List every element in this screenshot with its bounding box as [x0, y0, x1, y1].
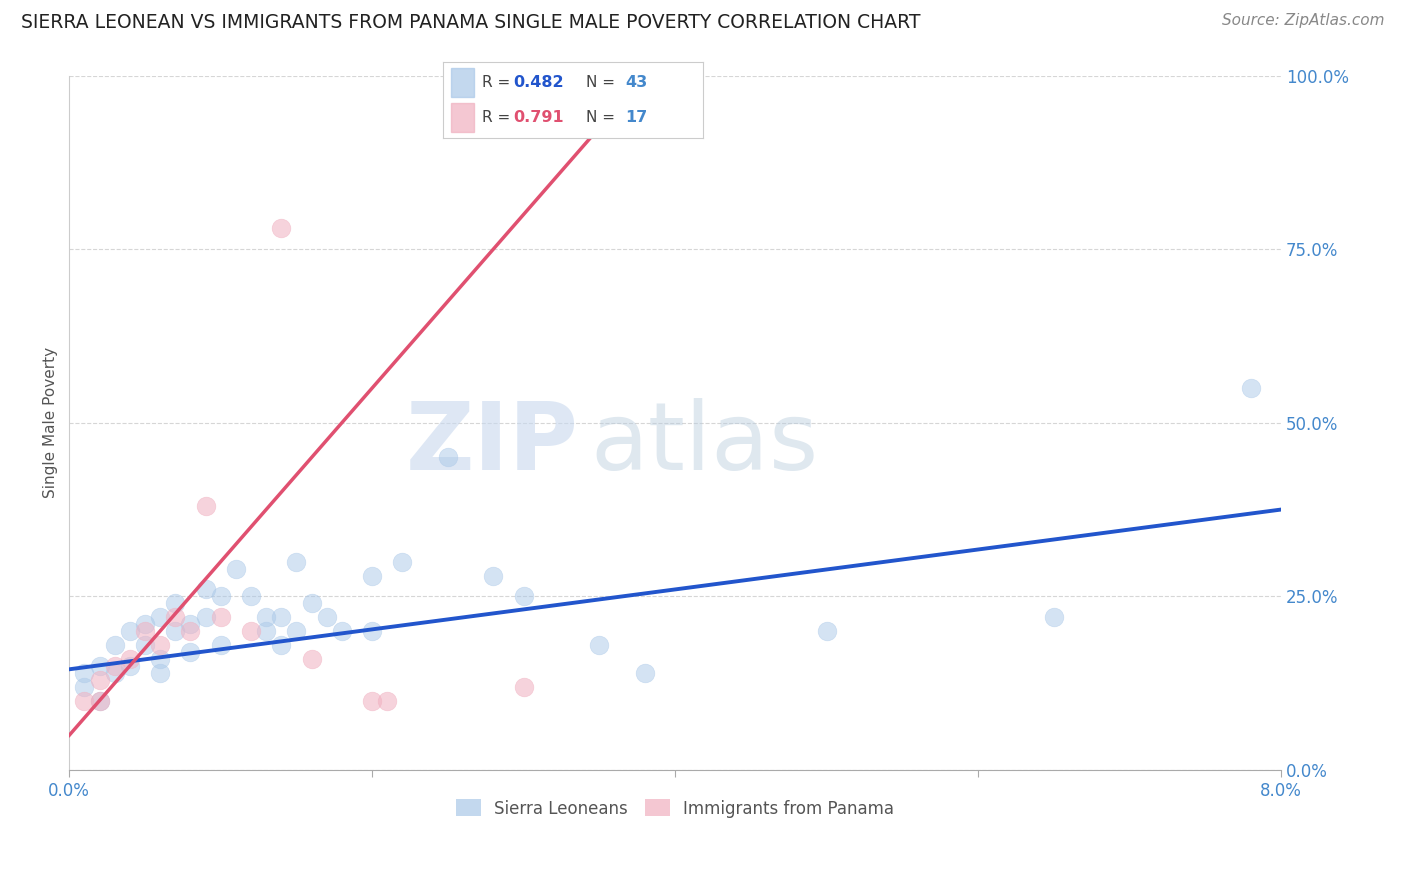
Text: N =: N = [586, 111, 614, 125]
Point [209, 610, 232, 624]
Point [73, 680, 96, 694]
Point [1042, 610, 1064, 624]
Point [301, 652, 323, 666]
Point [361, 568, 384, 582]
Point [149, 638, 172, 652]
Point [134, 617, 156, 632]
Point [194, 610, 217, 624]
Point [254, 624, 277, 639]
Point [89, 693, 111, 707]
Point [165, 596, 187, 610]
Text: 0.482: 0.482 [513, 75, 564, 90]
Text: R =: R = [482, 75, 520, 90]
Point [209, 638, 232, 652]
Point [437, 450, 460, 465]
Text: 17: 17 [624, 111, 647, 125]
Point [375, 693, 398, 707]
Point [179, 624, 201, 639]
Point [149, 652, 172, 666]
Point [391, 555, 413, 569]
Point [179, 617, 201, 632]
Point [285, 624, 308, 639]
Point [73, 693, 96, 707]
Point [104, 658, 127, 673]
Point [512, 590, 534, 604]
Text: SIERRA LEONEAN VS IMMIGRANTS FROM PANAMA SINGLE MALE POVERTY CORRELATION CHART: SIERRA LEONEAN VS IMMIGRANTS FROM PANAMA… [21, 13, 921, 32]
Point [301, 596, 323, 610]
Point [179, 645, 201, 659]
Point [240, 590, 263, 604]
Text: R =: R = [482, 111, 520, 125]
Point [209, 590, 232, 604]
Text: N =: N = [586, 75, 614, 90]
Bar [451, 68, 474, 96]
Point [89, 658, 111, 673]
Point [270, 638, 292, 652]
Text: 0.791: 0.791 [513, 111, 564, 125]
Point [89, 673, 111, 687]
Point [89, 693, 111, 707]
Y-axis label: Single Male Poverty: Single Male Poverty [44, 347, 58, 499]
Point [330, 624, 353, 639]
Point [194, 582, 217, 597]
Point [104, 638, 127, 652]
Point [118, 652, 141, 666]
Point [285, 555, 308, 569]
Point [512, 680, 534, 694]
Point [134, 624, 156, 639]
Point [634, 665, 657, 680]
Point [225, 561, 247, 575]
Point [1240, 381, 1263, 395]
Point [270, 221, 292, 235]
Point [104, 665, 127, 680]
Point [815, 624, 838, 639]
Point [134, 638, 156, 652]
Point [118, 658, 141, 673]
Point [149, 610, 172, 624]
Point [254, 610, 277, 624]
Point [118, 624, 141, 639]
Point [482, 568, 505, 582]
Point [240, 624, 263, 639]
Text: atlas: atlas [591, 398, 818, 490]
Text: ZIP: ZIP [405, 398, 578, 490]
Point [361, 693, 384, 707]
Point [361, 624, 384, 639]
Legend: Sierra Leoneans, Immigrants from Panama: Sierra Leoneans, Immigrants from Panama [450, 793, 901, 824]
Point [165, 624, 187, 639]
Point [73, 665, 96, 680]
Bar [451, 103, 474, 132]
Text: Source: ZipAtlas.com: Source: ZipAtlas.com [1222, 13, 1385, 29]
Point [270, 610, 292, 624]
Point [315, 610, 337, 624]
Point [194, 499, 217, 513]
Point [149, 665, 172, 680]
Point [165, 610, 187, 624]
Text: 43: 43 [624, 75, 647, 90]
Point [588, 638, 610, 652]
